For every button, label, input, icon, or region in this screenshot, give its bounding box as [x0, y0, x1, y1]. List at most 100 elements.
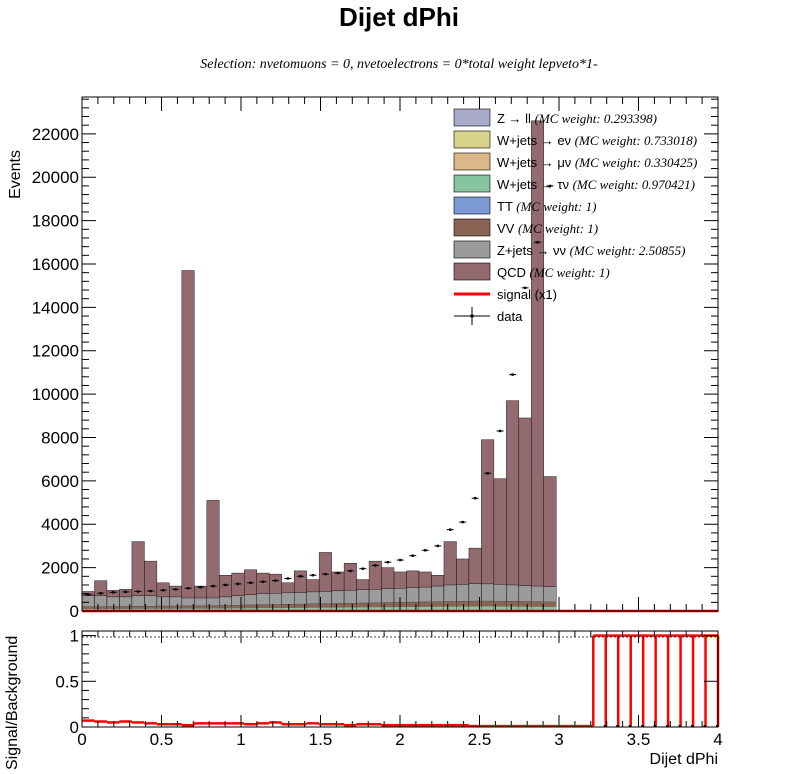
- ratio-marker: [641, 725, 644, 728]
- wjets-taunu-bar: [356, 607, 370, 611]
- legend-swatch: [453, 108, 491, 127]
- data-point: [124, 590, 127, 594]
- ratio-y-axis: 00.51: [55, 627, 718, 737]
- legend-swatch: [453, 174, 491, 193]
- data-point: [149, 589, 152, 593]
- data-point: [186, 587, 190, 590]
- legend-label: data: [497, 309, 523, 324]
- legend-swatch: [453, 130, 491, 149]
- data-point: [424, 549, 427, 552]
- data-point: [311, 574, 315, 577]
- data-point: [136, 590, 140, 593]
- data-point: [249, 581, 252, 585]
- chart-subtitle: Selection: nvetomuons = 0, nvetoelectron…: [200, 57, 598, 72]
- y-tick-label: 22000: [32, 125, 79, 144]
- wjets-taunu-bar: [244, 608, 257, 611]
- qcd-bar: [206, 500, 220, 612]
- qcd-bar: [181, 270, 195, 612]
- data-point: [236, 582, 240, 586]
- ratio-y-axis-label: Signal/Background: [4, 636, 21, 770]
- wjets-taunu-bar: [381, 607, 395, 611]
- legend-label: Z+jets → νν (MC weight: 2.50855): [497, 243, 686, 258]
- ratio-marker: [603, 725, 607, 728]
- x-tick-label: 4: [713, 730, 722, 749]
- main-y-axis: 0 2000 4000 6000 8000 10000 12000 14000 16000 180…: [32, 98, 718, 621]
- data-point: [161, 588, 165, 592]
- wjets-taunu-bar: [543, 606, 557, 611]
- y-tick-label: 14000: [32, 298, 79, 317]
- legend-label: W+jets → eν (MC weight: 0.733018): [497, 133, 697, 148]
- ratio-marker: [616, 725, 619, 728]
- y-tick-label: 2000: [41, 559, 79, 578]
- main-x-axis: [81, 97, 719, 611]
- wjets-taunu-bar: [456, 606, 469, 611]
- legend-label: signal (x1): [497, 287, 557, 302]
- legend-swatch: [453, 196, 491, 215]
- ratio-marker: [678, 725, 682, 728]
- wjets-taunu-bar: [531, 606, 544, 611]
- legend-label: W+jets → μν (MC weight: 0.330425): [497, 155, 697, 170]
- y-tick-label: 12000: [32, 342, 79, 361]
- ratio-marker: [703, 725, 707, 728]
- wjets-taunu-bar: [306, 607, 320, 611]
- x-tick-label: 2: [395, 730, 404, 749]
- legend-swatch: [453, 262, 491, 281]
- chart-title: Dijet dPhi: [339, 2, 459, 32]
- wjets-taunu-bar: [518, 606, 532, 611]
- data-point: [199, 585, 202, 589]
- ratio-marker: [628, 725, 632, 728]
- ratio-y-tick-label: 0.5: [55, 672, 79, 691]
- x-tick-label: 1: [236, 730, 245, 749]
- wjets-taunu-bar: [231, 608, 245, 611]
- ratio-marker: [716, 725, 719, 728]
- data-point: [361, 567, 365, 570]
- wjets-taunu-bar: [281, 607, 295, 611]
- y-tick-label: 18000: [32, 212, 79, 231]
- ratio-marker: [691, 725, 694, 728]
- wjets-taunu-bar: [344, 607, 357, 611]
- wjets-taunu-bar: [481, 606, 494, 611]
- y-tick-label: 20000: [32, 168, 79, 187]
- y-tick-label: 10000: [32, 385, 79, 404]
- wjets-taunu-bar: [369, 607, 382, 611]
- wjets-taunu-bar: [331, 607, 345, 611]
- ratio-x-axis: 0 0.5 1 1.5 2 2.5 3 3.5 4: [77, 631, 723, 749]
- legend-marker: [470, 314, 474, 318]
- legend-swatch: [453, 152, 491, 171]
- data-point: [286, 577, 290, 580]
- x-axis-label: Dijet dPhi: [650, 751, 718, 768]
- data-point: [498, 429, 502, 433]
- data-points: [84, 184, 554, 596]
- legend-label: VV (MC weight: 1): [497, 221, 598, 236]
- data-point: [274, 579, 277, 582]
- data-point: [174, 588, 177, 591]
- data-point: [324, 572, 327, 576]
- data-point: [299, 575, 302, 578]
- data-point: [536, 241, 539, 244]
- y-axis-label: Events: [7, 150, 24, 199]
- main-plot-bars: [81, 120, 557, 612]
- legend-label: W+jets → τν (MC weight: 0.970421): [497, 177, 695, 192]
- ratio-plot-bars: [82, 634, 720, 728]
- legend-label: Z → ll (MC weight: 0.293398): [497, 111, 657, 126]
- legend: Z → ll (MC weight: 0.293398) W+jets → eν …: [453, 108, 697, 325]
- x-tick-label: 1.5: [309, 730, 333, 749]
- y-tick-label: 0: [70, 602, 79, 621]
- data-point: [99, 592, 102, 595]
- wjets-taunu-bar: [493, 606, 507, 611]
- x-tick-label: 0: [77, 730, 86, 749]
- data-point: [374, 564, 377, 567]
- wjets-taunu-bar: [419, 606, 432, 611]
- data-point: [211, 584, 215, 588]
- wjets-taunu-bar: [443, 606, 457, 611]
- qcd-bar: [531, 120, 545, 612]
- qcd-bar: [506, 400, 520, 612]
- wjets-taunu-bar: [431, 606, 444, 611]
- ratio-y-tick-label: 1: [70, 627, 79, 646]
- wjets-taunu-bar: [256, 608, 270, 611]
- data-point: [436, 544, 439, 548]
- wjets-taunu-bar: [319, 607, 332, 611]
- data-point: [112, 591, 115, 594]
- y-tick-label: 16000: [32, 255, 79, 274]
